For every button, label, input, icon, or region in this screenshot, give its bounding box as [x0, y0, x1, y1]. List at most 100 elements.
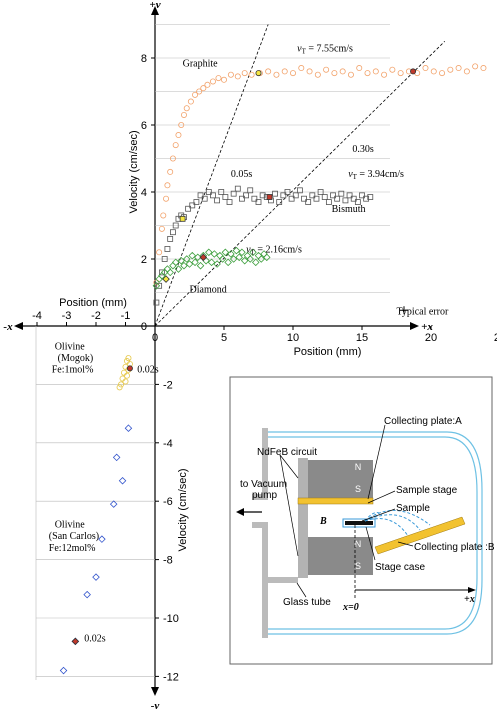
data-point — [201, 195, 208, 202]
upper-y-tick-label: 4 — [141, 187, 147, 199]
leader-lines — [279, 424, 414, 598]
data-point — [235, 253, 243, 262]
magnet-upper — [298, 460, 373, 498]
data-point — [246, 255, 254, 263]
data-point — [205, 189, 212, 195]
highlight-point — [410, 68, 417, 75]
magnet-n-lower: N — [355, 539, 362, 549]
data-point — [422, 65, 429, 72]
data-point — [172, 222, 179, 229]
data-point — [430, 68, 437, 75]
data-point — [325, 199, 332, 205]
data-point — [447, 66, 454, 73]
series-olivine-mogok — [116, 355, 133, 391]
data-point — [214, 197, 221, 204]
upper-x-tick-label: 5 — [221, 332, 227, 344]
annotation: Typical error — [397, 306, 449, 317]
data-point — [187, 98, 194, 105]
data-point — [180, 261, 188, 270]
data-point — [209, 78, 216, 85]
data-point — [169, 155, 176, 162]
data-point — [185, 260, 194, 268]
data-point — [309, 192, 316, 199]
data-point — [257, 255, 266, 263]
data-point — [125, 355, 132, 362]
v-axis-down-arrow — [151, 687, 159, 696]
data-point — [152, 282, 161, 290]
data-point — [330, 192, 336, 199]
data-point — [273, 71, 280, 78]
lower-x-axis-label: Position (mm) — [59, 297, 127, 309]
data-point — [321, 194, 328, 200]
collecting-plate-b — [374, 516, 466, 555]
data-point — [364, 70, 371, 77]
highlight-point — [266, 194, 273, 200]
data-point — [281, 68, 288, 75]
data-point — [305, 199, 312, 205]
annotation: Fe:1mol% — [52, 365, 94, 376]
sample-stage — [345, 521, 373, 525]
lower-x-tick-label: -4 — [32, 310, 42, 322]
apparatus-inset: N S N S — [229, 376, 495, 665]
data-point — [164, 182, 171, 189]
data-point — [247, 187, 254, 194]
highlight-point — [126, 365, 133, 372]
data-point — [98, 535, 106, 543]
label-x-zero: x=0 — [342, 602, 359, 613]
data-point — [224, 258, 232, 267]
data-point — [207, 258, 216, 267]
data-point — [251, 258, 260, 267]
data-point — [180, 111, 187, 118]
series-bismuth — [153, 185, 374, 306]
label-sample-stage: Sample stage — [396, 485, 458, 496]
data-point — [241, 70, 248, 77]
flange-top — [262, 428, 268, 494]
plus-v-label: +v — [149, 0, 160, 11]
data-point — [259, 192, 266, 199]
upper-y-axis-label: Velocity (cm/sec) — [128, 130, 140, 213]
glass-tube-inner — [268, 436, 478, 630]
inset-frame — [229, 376, 493, 665]
data-point — [191, 258, 199, 267]
data-point — [331, 70, 338, 77]
data-point — [226, 199, 233, 205]
series-olivine-san-carlos — [59, 424, 133, 675]
vacuum-arrow-head — [236, 508, 244, 516]
highlight-point — [255, 70, 262, 77]
data-point — [232, 246, 241, 255]
data-point — [197, 192, 204, 199]
data-point — [356, 65, 363, 72]
data-point — [272, 190, 278, 197]
stage-case — [342, 518, 376, 528]
data-point — [194, 253, 202, 262]
data-point — [263, 253, 271, 262]
data-point — [342, 197, 349, 204]
highlight-point — [71, 637, 80, 646]
annotation: (Mogok) — [58, 353, 94, 364]
data-point — [185, 205, 192, 212]
label-stage-case: Stage case — [375, 562, 425, 573]
reference-line — [154, 24, 269, 327]
data-point — [218, 189, 225, 195]
data-point — [296, 187, 303, 194]
data-point — [169, 261, 177, 270]
data-point — [153, 299, 160, 306]
data-point — [339, 68, 346, 75]
label-ndfeb-circuit: NdFeB circuit — [257, 447, 317, 458]
data-point — [306, 68, 313, 75]
data-point — [166, 268, 174, 277]
annotation: vT = 7.55cm/s — [297, 43, 353, 55]
label-inset-plus-x: +x — [464, 594, 475, 605]
data-point — [175, 132, 182, 139]
data-point — [193, 199, 200, 205]
data-point — [298, 65, 305, 72]
data-point — [280, 192, 287, 199]
data-point — [238, 248, 246, 257]
upper-y-tick-label: 8 — [141, 53, 147, 65]
data-point — [172, 142, 179, 149]
label-sample: Sample — [396, 503, 430, 514]
data-point — [196, 261, 205, 270]
data-point — [289, 70, 296, 77]
annotation: 0.02s — [137, 365, 159, 376]
